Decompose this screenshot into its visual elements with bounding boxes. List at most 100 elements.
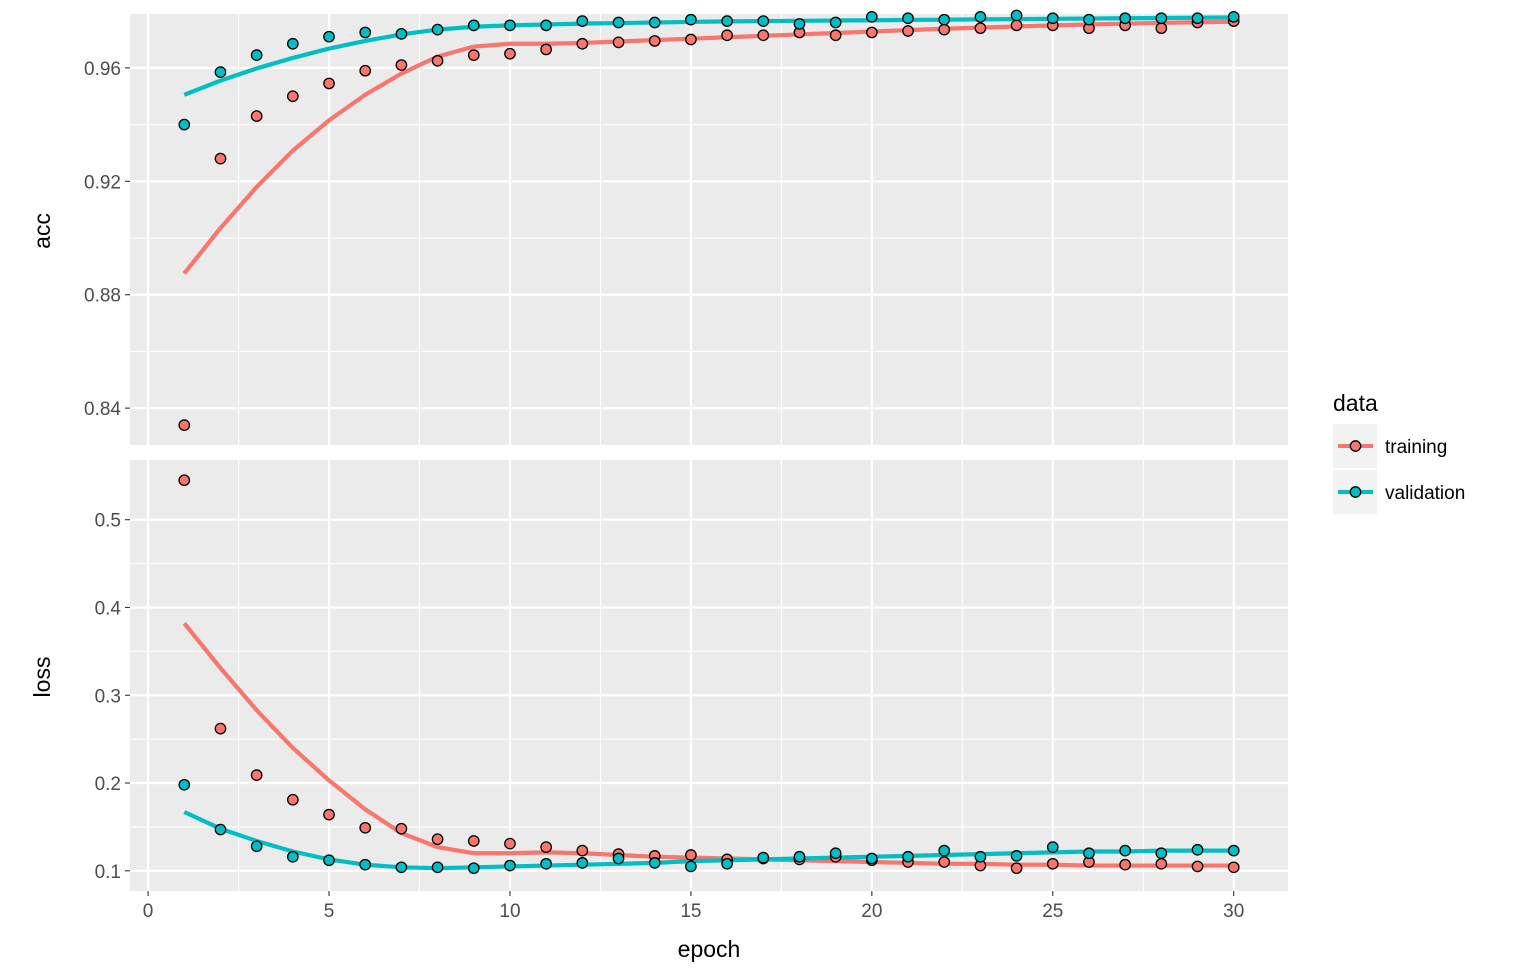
- data-point-validation-acc: [359, 26, 372, 39]
- data-point-validation-acc: [829, 16, 842, 29]
- legend-title: data: [1333, 390, 1378, 416]
- data-point-validation-loss: [576, 857, 589, 869]
- data-point-training-acc: [612, 36, 625, 49]
- data-point-validation-acc: [286, 37, 299, 50]
- data-point-validation-loss: [467, 862, 480, 875]
- data-point-validation-loss: [431, 861, 444, 874]
- data-point-validation-loss: [648, 857, 661, 869]
- data-point-validation-acc: [1083, 13, 1095, 26]
- data-point-validation-loss: [250, 840, 263, 853]
- data-point-validation-acc: [1155, 12, 1168, 25]
- legend-key-training-dot: [1349, 440, 1362, 452]
- legend-key-validation-dot: [1349, 486, 1362, 498]
- y-tick-label-loss: 0.3: [95, 686, 121, 707]
- y-tick-label-acc: 0.84: [84, 399, 121, 420]
- data-point-training-acc: [504, 47, 516, 60]
- data-point-validation-acc: [685, 13, 697, 26]
- data-point-training-acc: [286, 90, 299, 103]
- data-point-training-loss: [1119, 858, 1132, 871]
- smooth-line-training-loss: [182, 621, 1234, 868]
- data-point-training-loss: [323, 808, 335, 821]
- x-axis: 0 5 10 15 20 25 30: [143, 891, 1244, 922]
- data-point-training-acc: [1155, 22, 1168, 35]
- data-point-validation-loss: [974, 850, 987, 863]
- data-point-validation-loss: [1155, 847, 1168, 860]
- data-point-validation-acc: [902, 12, 914, 25]
- data-point-validation-loss: [1227, 844, 1240, 857]
- data-point-validation-acc: [431, 23, 444, 36]
- data-point-validation-acc: [1191, 12, 1204, 25]
- data-point-training-loss: [938, 856, 951, 868]
- data-point-validation-loss: [721, 857, 733, 870]
- y-tick-label-loss: 0.2: [95, 774, 121, 795]
- data-point-training-acc: [576, 37, 589, 50]
- data-point-validation-loss: [865, 852, 878, 865]
- data-point-validation-acc: [214, 66, 227, 78]
- data-point-training-acc: [359, 64, 372, 77]
- data-point-validation-loss: [504, 859, 516, 872]
- data-point-validation-loss: [1119, 844, 1132, 857]
- data-point-validation-loss: [1010, 850, 1023, 862]
- data-point-validation-loss: [1083, 847, 1095, 860]
- x-tick-label: 20: [861, 901, 882, 922]
- data-point-validation-acc: [721, 15, 733, 27]
- smooth-line-training-acc: [182, 19, 1234, 275]
- data-point-validation-acc: [1227, 10, 1240, 23]
- data-point-training-acc: [685, 33, 697, 46]
- data-point-training-acc: [938, 23, 951, 36]
- data-point-training-acc: [467, 49, 480, 61]
- data-point-validation-acc: [323, 30, 335, 43]
- data-point-training-loss: [1227, 861, 1240, 874]
- data-point-validation-loss: [685, 860, 697, 873]
- panel-loss: 0.1 0.2 0.3 0.4 0.5: [95, 460, 1288, 891]
- data-point-training-loss: [359, 821, 372, 834]
- data-point-validation-loss: [793, 850, 806, 863]
- data-point-validation-acc: [576, 15, 589, 27]
- data-point-validation-loss: [359, 858, 372, 871]
- x-tick-label: 30: [1223, 901, 1244, 922]
- data-point-validation-loss: [286, 850, 299, 863]
- data-point-training-acc: [865, 26, 878, 39]
- legend-item-validation: validation: [1333, 470, 1465, 514]
- data-point-validation-acc: [1010, 9, 1023, 22]
- x-tick-label: 15: [680, 901, 701, 922]
- data-point-validation-loss: [938, 844, 951, 857]
- panel-background-acc: [130, 14, 1288, 445]
- data-point-validation-acc: [467, 19, 480, 32]
- data-point-validation-loss: [757, 851, 770, 864]
- data-point-training-loss: [250, 769, 263, 781]
- acc-axis-title: acc: [29, 213, 55, 249]
- data-point-training-acc: [829, 29, 842, 42]
- data-point-validation-loss: [829, 847, 842, 860]
- smooth-line-validation-acc: [183, 15, 1234, 97]
- data-point-training-loss: [178, 474, 191, 487]
- data-point-validation-acc: [1046, 12, 1059, 25]
- data-point-training-loss: [1046, 857, 1059, 870]
- data-point-training-loss: [395, 822, 408, 835]
- y-tick-label-loss: 0.5: [95, 511, 121, 532]
- data-point-training-loss: [1155, 857, 1168, 870]
- data-point-validation-acc: [612, 16, 625, 29]
- data-point-training-acc: [902, 25, 914, 37]
- x-tick-label: 25: [1042, 901, 1063, 922]
- y-tick-label-acc: 0.92: [84, 172, 121, 193]
- y-tick-label-loss: 0.4: [95, 598, 122, 619]
- data-point-validation-acc: [974, 10, 987, 23]
- legend-label-training: training: [1385, 437, 1447, 458]
- y-tick-label-loss: 0.1: [95, 862, 121, 883]
- data-point-training-acc: [323, 77, 335, 90]
- data-point-validation-loss: [902, 850, 914, 863]
- data-point-training-acc: [757, 29, 770, 42]
- data-point-training-acc: [1010, 19, 1023, 32]
- data-point-validation-acc: [1119, 12, 1132, 25]
- data-point-training-acc: [250, 110, 263, 122]
- legend-label-validation: validation: [1385, 483, 1465, 504]
- x-tick-label: 0: [143, 901, 154, 922]
- y-tick-label-acc: 0.96: [84, 59, 121, 80]
- data-point-validation-acc: [757, 15, 770, 27]
- data-point-training-loss: [685, 849, 697, 861]
- data-point-training-loss: [214, 722, 227, 735]
- x-tick-label: 5: [324, 901, 335, 922]
